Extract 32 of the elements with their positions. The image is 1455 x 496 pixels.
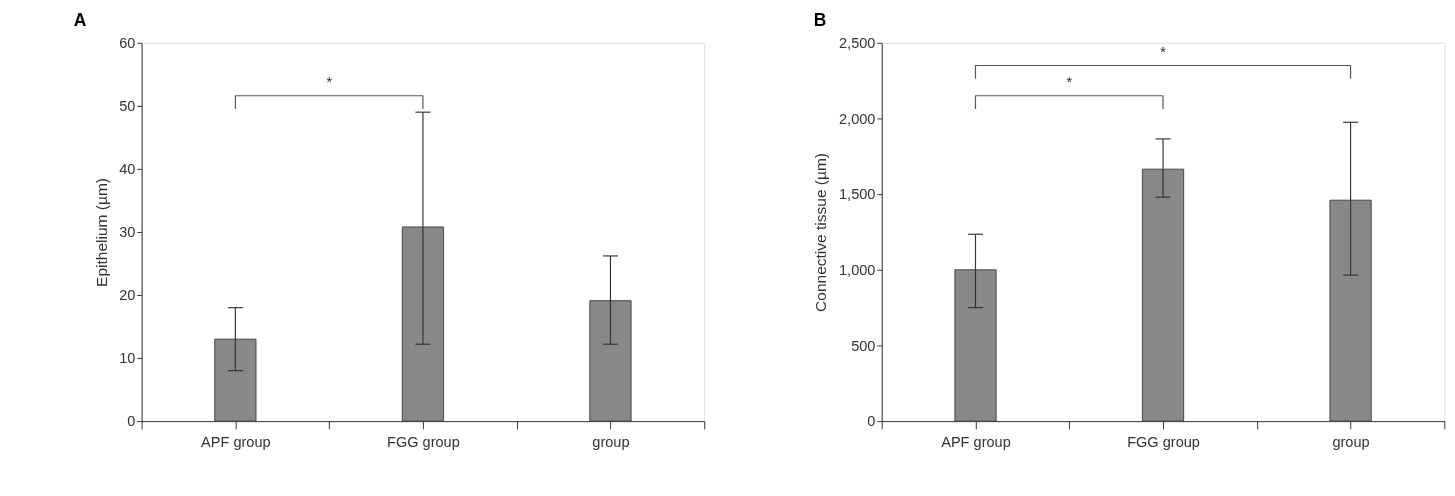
annotation: *	[1066, 73, 1073, 91]
x-tick-label: APF group	[201, 433, 271, 450]
y-tick-label: 1,000	[839, 262, 876, 279]
bar	[1141, 168, 1185, 422]
y-tick-label: 2,000	[839, 110, 876, 127]
y-tick-label: 20	[119, 287, 136, 304]
chart-title: A	[73, 10, 87, 31]
x-tick-label: APF group	[941, 433, 1011, 450]
y-tick-label: 0	[127, 413, 136, 430]
bar	[214, 338, 257, 422]
bar	[954, 269, 997, 422]
y-tick-label: 30	[119, 224, 136, 241]
x-tick-label: group	[1332, 433, 1370, 450]
y-tick-label: 0	[867, 413, 876, 430]
y-tick-label: 2,500	[839, 35, 876, 52]
chart-title: B	[813, 10, 827, 31]
y-tick-label: 500	[851, 337, 876, 354]
y-tick-label: 40	[119, 161, 136, 178]
bar	[589, 300, 632, 422]
x-tick-label: FGG group	[387, 433, 460, 450]
y-tick-label: 1,500	[839, 186, 876, 203]
y-axis-title: Connective tissue (µm)	[812, 152, 830, 312]
annotation: *	[326, 73, 333, 91]
x-tick-label: group	[592, 433, 630, 450]
x-tick-label: FGG group	[1127, 433, 1200, 450]
y-tick-label: 50	[119, 98, 136, 115]
bar	[401, 226, 445, 422]
bar	[1329, 199, 1372, 422]
annotation: *	[1160, 42, 1167, 60]
y-tick-label: 10	[119, 350, 136, 367]
y-axis-title: Epithelium (µm)	[92, 177, 110, 287]
y-tick-label: 60	[119, 35, 136, 52]
